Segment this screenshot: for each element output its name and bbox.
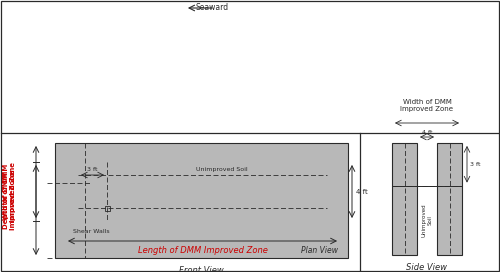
FancyBboxPatch shape: [65, 162, 340, 188]
Text: Unimproved Soil: Unimproved Soil: [196, 167, 248, 172]
Text: 3 ft: 3 ft: [470, 162, 480, 167]
Text: 4 ft: 4 ft: [422, 130, 432, 135]
Text: 3 ft: 3 ft: [88, 167, 98, 172]
Bar: [104, 206, 110, 211]
Text: Depth of DMM
Improved Zone: Depth of DMM Improved Zone: [4, 171, 16, 230]
Text: Unimproved
Soil: Unimproved Soil: [422, 203, 432, 237]
Text: 4 ft: 4 ft: [356, 188, 368, 194]
Text: Width of DMM
Improved Zone: Width of DMM Improved Zone: [4, 162, 16, 221]
Text: Length of DMM Improved Zone: Length of DMM Improved Zone: [138, 246, 268, 255]
Text: Plan View: Plan View: [301, 246, 338, 255]
Bar: [55, 143, 348, 258]
Text: Front View: Front View: [179, 266, 224, 272]
Text: Seaward: Seaward: [196, 4, 228, 13]
Bar: [392, 143, 417, 255]
Text: Shear Walls: Shear Walls: [73, 229, 110, 234]
FancyBboxPatch shape: [65, 195, 340, 221]
Text: Side View: Side View: [406, 263, 448, 272]
Bar: [437, 143, 462, 255]
Text: Width of DMM
Improved Zone: Width of DMM Improved Zone: [400, 98, 454, 112]
